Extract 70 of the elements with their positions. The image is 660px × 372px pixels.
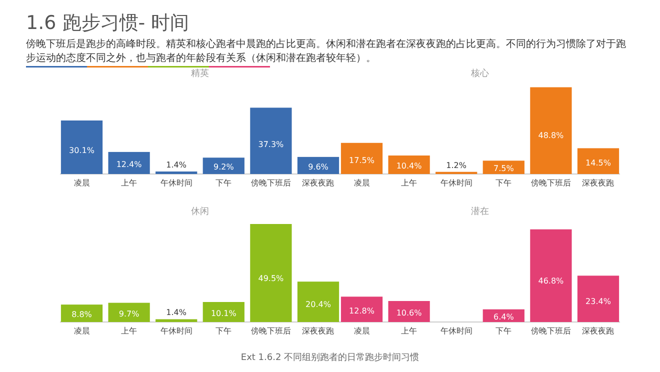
bar <box>577 276 620 322</box>
x-tick-label: 深夜夜跑 <box>302 326 334 336</box>
data-label: 20.4% <box>306 300 332 309</box>
x-tick-label: 深夜夜跑 <box>582 178 614 188</box>
bar <box>250 108 292 174</box>
data-label: 8.8% <box>72 310 92 320</box>
data-label: 10.4% <box>396 162 422 171</box>
data-label: 9.7% <box>118 309 140 318</box>
x-tick-label: 傍晚下班后 <box>530 326 571 336</box>
data-label: 48.8% <box>538 130 564 140</box>
data-label: 6.4% <box>493 312 514 322</box>
data-label: 9.6% <box>308 162 329 172</box>
data-label: 46.8% <box>538 276 564 286</box>
x-tick-label: 深夜夜跑 <box>582 326 614 336</box>
bar <box>577 148 620 174</box>
bar <box>156 319 198 322</box>
x-tick-label: 午休时间 <box>440 178 472 188</box>
chart-title: 潜在 <box>471 206 489 217</box>
bar <box>530 87 572 174</box>
text: 傍晚下班后是跑步的高峰时段。精英和核心跑者中晨跑的占比更高。休闲和潜在跑者在深夜夜跑的占比更高。不同的行为习惯除了对于跑步运动的态度不同之外，也与跑者的年龄段有关系（休闲和潜在跑者较年轻）。 <box>26 38 626 66</box>
text: 1.6 跑步习惯- 时间 <box>26 11 190 36</box>
bar <box>108 152 150 174</box>
x-tick-label: 深夜夜跑 <box>302 178 334 188</box>
x-tick-label: 凌晨 <box>74 326 90 336</box>
x-tick-label: 午休时间 <box>440 326 472 336</box>
x-tick-label: 上午 <box>401 178 418 188</box>
x-tick-label: 午休时间 <box>160 178 192 188</box>
data-label: 23.4% <box>586 297 612 306</box>
data-label: 12.4% <box>116 160 142 170</box>
x-tick-label: 凌晨 <box>354 326 370 336</box>
x-tick-label: 凌晨 <box>74 178 90 188</box>
bar <box>530 229 572 322</box>
x-tick-label: 傍晚下班后 <box>250 326 291 336</box>
bar <box>482 160 524 174</box>
bar <box>202 302 244 322</box>
data-label: 17.5% <box>349 156 375 165</box>
data-label: 30.1% <box>69 146 95 155</box>
data-label: 9.2% <box>213 162 234 172</box>
text: Ext 1.6.2 不同组别跑者的日常跑步时间习惯 <box>240 352 420 364</box>
x-tick-label: 下午 <box>496 326 512 336</box>
x-tick-label: 凌晨 <box>354 178 370 188</box>
x-tick-label: 下午 <box>496 178 512 188</box>
bar <box>60 120 103 174</box>
x-tick-label: 傍晚下班后 <box>250 178 291 188</box>
x-tick-label: 下午 <box>216 178 232 188</box>
chart-title: 休闲 <box>191 206 209 217</box>
data-label: 49.5% <box>258 274 284 283</box>
bar <box>250 224 292 322</box>
data-label: 10.6% <box>396 308 422 318</box>
x-tick-label: 午休时间 <box>160 326 192 336</box>
x-tick-label: 上午 <box>121 178 138 188</box>
x-tick-label: 傍晚下班后 <box>530 178 571 188</box>
data-label: 14.5% <box>586 158 612 168</box>
bar <box>388 301 430 322</box>
bar <box>202 158 244 174</box>
data-label: 10.1% <box>210 309 237 318</box>
bar <box>60 304 103 322</box>
data-label: 1.2% <box>446 160 467 170</box>
x-tick-label: 上午 <box>121 326 138 336</box>
x-tick-label: 上午 <box>401 326 418 336</box>
chart-title: 精英 <box>191 68 209 79</box>
chart-title: 核心 <box>470 68 489 79</box>
data-label: 7.5% <box>493 164 514 173</box>
data-label: 12.8% <box>349 306 375 316</box>
data-label: 1.4% <box>166 308 187 318</box>
data-label: 37.3% <box>258 140 284 150</box>
bar <box>108 302 150 322</box>
x-tick-label: 下午 <box>216 326 232 336</box>
bar <box>388 156 430 174</box>
data-label: 1.4% <box>166 160 187 170</box>
